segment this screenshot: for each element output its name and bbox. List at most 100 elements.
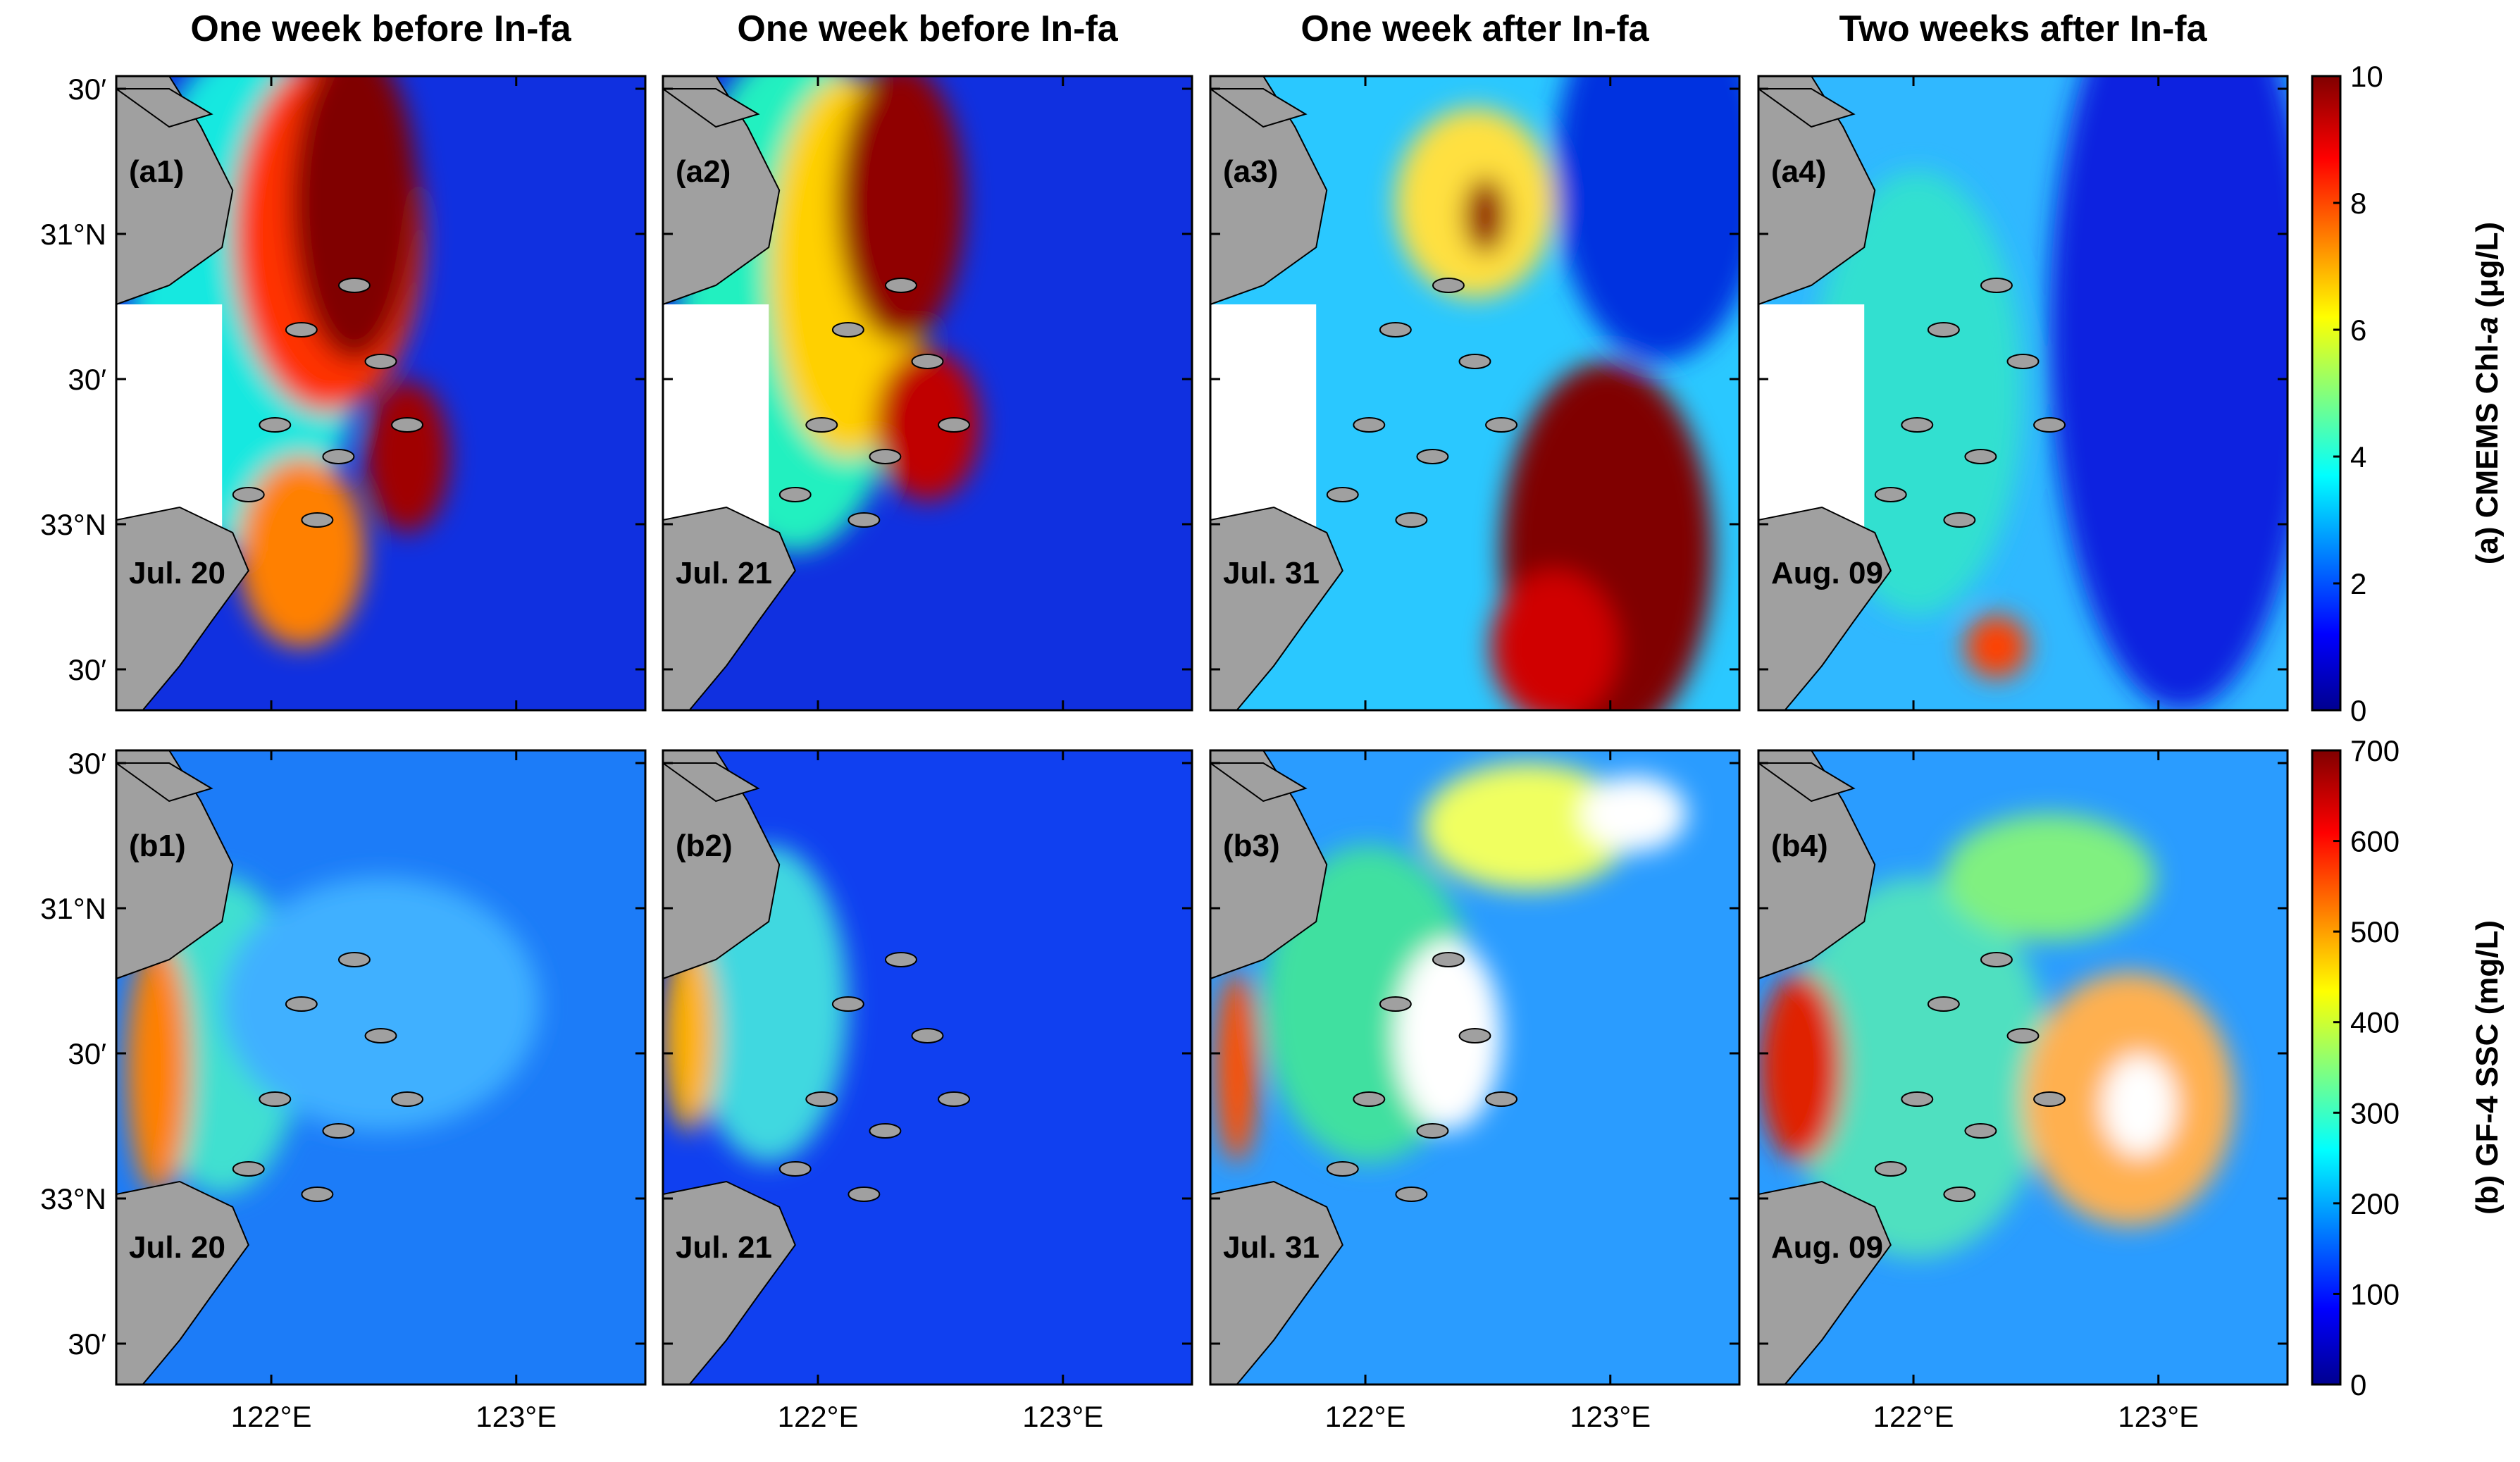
panel-date: Jul. 31 [1223, 1230, 1320, 1265]
field-blob [364, 380, 450, 533]
panel-date: Jul. 20 [129, 556, 225, 590]
field [1215, 763, 1687, 1163]
panel-frame [662, 749, 1193, 1386]
colorbar-tick-label: 700 [2350, 734, 2400, 767]
island [1901, 417, 1934, 433]
island [1964, 449, 1997, 464]
colorbar-title-part: a [2470, 316, 2505, 333]
map-panel: (b3) Jul. 31 [1209, 749, 1741, 1386]
island [2006, 354, 2040, 369]
panel-date: Jul. 21 [676, 556, 772, 590]
land [1210, 1180, 1343, 1384]
colorbar-tick-label: 0 [2350, 1368, 2366, 1401]
field [127, 877, 540, 1194]
land [1210, 750, 1328, 980]
island [1353, 1091, 1386, 1107]
field-blob [1464, 178, 1507, 254]
island [1458, 354, 1491, 369]
colorbar-title: (a) CMEMS Chl-a (μg/L) [2470, 222, 2505, 564]
island [259, 1091, 292, 1107]
field-blob [1811, 171, 2023, 615]
panel-date: Jul. 20 [129, 1230, 225, 1265]
panel-date: Jul. 21 [676, 1230, 772, 1265]
island [884, 952, 917, 967]
map-content [1758, 750, 2288, 1384]
land [1210, 762, 1308, 803]
colorbar-tick-label: 4 [2350, 440, 2366, 473]
island [884, 278, 917, 293]
panel-frame [1209, 749, 1741, 1386]
colorbar-tick-label: 200 [2350, 1187, 2400, 1220]
panel-label: (a1) [129, 154, 184, 189]
panel-frame [1757, 749, 2289, 1386]
field-blob [1554, 76, 1739, 361]
land [1758, 88, 1856, 128]
island [1353, 417, 1386, 433]
colorbar-tick-label: 300 [2350, 1096, 2400, 1129]
x-tick-label: 122°E [1325, 1400, 1406, 1433]
panel-label: (b1) [129, 829, 186, 863]
colorbar-tick-label: 100 [2350, 1277, 2400, 1311]
field-blob [1758, 972, 1844, 1163]
x-tick-label: 122°E [778, 1400, 859, 1433]
island [911, 354, 944, 369]
island [1980, 952, 2013, 967]
map-content [116, 76, 645, 710]
colorbar [2311, 75, 2342, 712]
x-tick-label: 123°E [1022, 1400, 1103, 1433]
island [285, 322, 318, 337]
island [805, 417, 838, 433]
field [1395, 76, 1739, 710]
colorbar-title-part: (a) CMEMS Chl- [2470, 334, 2505, 565]
land [1210, 506, 1343, 710]
land [116, 750, 234, 980]
panel-frame [1757, 75, 2289, 712]
colorbar-tick-label: 6 [2350, 314, 2366, 347]
field-blob [222, 877, 540, 1131]
map-content [1758, 76, 2288, 710]
island [1927, 322, 1960, 337]
land [116, 506, 249, 710]
land [663, 88, 760, 128]
colorbar-tick-label: 600 [2350, 825, 2400, 858]
field-blob [1943, 814, 2156, 941]
island [1395, 512, 1428, 528]
land [1758, 506, 1892, 710]
panel-label: (b2) [676, 829, 733, 863]
y-tick-label: 30′ [68, 653, 106, 686]
map-panel: (a1) Jul. 20 [115, 75, 647, 712]
panel-label: (b3) [1223, 829, 1280, 863]
panel-date: Aug. 09 [1771, 1230, 1883, 1265]
land [663, 76, 781, 306]
field-blob [837, 76, 965, 342]
island [1326, 1161, 1359, 1177]
y-tick-label: 30′ [68, 747, 106, 780]
island [1379, 996, 1412, 1012]
colorbar-tick-label: 0 [2350, 694, 2366, 727]
field-blob [1785, 877, 2050, 1258]
field-blob [1395, 941, 1502, 1131]
island [831, 322, 864, 337]
y-tick-label: 30′ [68, 1327, 106, 1361]
island [869, 1123, 902, 1139]
island [259, 417, 292, 433]
island [391, 417, 424, 433]
land [663, 506, 796, 710]
colorbar-tick-label: 2 [2350, 567, 2366, 600]
island [322, 449, 355, 464]
map-panel: (b2) Jul. 21 [662, 749, 1193, 1386]
land [1210, 88, 1308, 128]
island [1432, 952, 1465, 967]
colorbar-tick-label: 500 [2350, 915, 2400, 948]
map-content [1210, 76, 1739, 710]
island [848, 512, 881, 528]
y-tick-label: 33°N [40, 508, 106, 541]
island [805, 1091, 838, 1107]
island [337, 952, 371, 967]
island [1485, 1091, 1518, 1107]
island [1458, 1028, 1491, 1043]
island [2033, 1091, 2066, 1107]
map-panel: (a4) Aug. 09 [1757, 75, 2289, 712]
